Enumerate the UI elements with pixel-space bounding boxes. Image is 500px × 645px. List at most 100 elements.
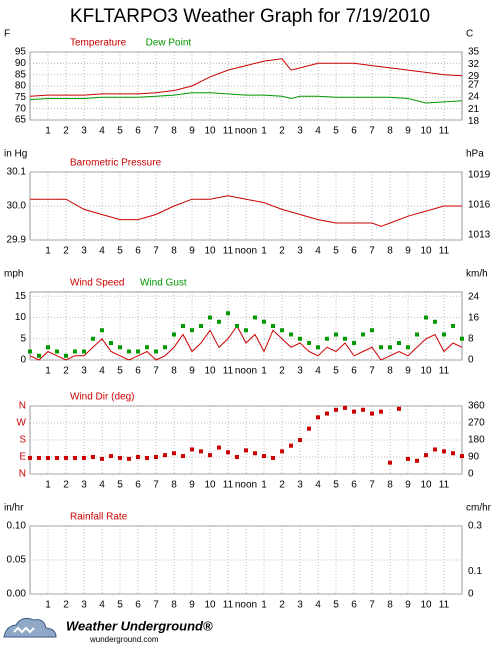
y-tick-label: 90 <box>15 58 27 69</box>
x-tick-label: 11 <box>223 480 234 491</box>
x-tick-label: 7 <box>153 126 159 137</box>
x-tick-label: 7 <box>153 366 159 377</box>
series-point <box>181 454 185 459</box>
series-point <box>325 411 329 416</box>
series-point <box>28 455 32 460</box>
x-tick-label: 5 <box>333 480 339 491</box>
series-point <box>64 353 68 358</box>
x-tick-label: 6 <box>351 600 357 611</box>
series-point <box>397 406 401 411</box>
y2-tick-label: 1019 <box>468 170 491 181</box>
series-point <box>208 453 212 458</box>
x-tick-label: 1 <box>45 366 51 377</box>
series-point <box>460 454 464 459</box>
y-tick-label: 29.9 <box>7 235 27 246</box>
series-point <box>388 460 392 465</box>
x-tick-label: 10 <box>420 246 432 257</box>
y2-tick-label: 35 <box>468 47 480 58</box>
x-tick-label: 2 <box>63 480 69 491</box>
x-tick-label: 7 <box>369 600 375 611</box>
brand: Weather Underground® <box>66 618 213 633</box>
series-point <box>343 405 347 410</box>
x-tick-label: 6 <box>135 480 141 491</box>
x-tick-label: 6 <box>351 126 357 137</box>
series-point <box>127 349 131 354</box>
series-point <box>226 311 230 316</box>
x-tick-label: 7 <box>369 246 375 257</box>
legend-label: Barometric Pressure <box>70 158 162 169</box>
y-tick-label: 70 <box>15 103 27 114</box>
x-tick-label: 3 <box>81 246 87 257</box>
x-tick-label: 4 <box>99 246 105 257</box>
x-tick-label: 4 <box>99 366 105 377</box>
x-tick-label: 1 <box>261 126 267 137</box>
x-tick-label: 4 <box>99 480 105 491</box>
y2-tick-label: 1013 <box>468 230 491 241</box>
series-point <box>298 438 302 442</box>
series-point <box>262 454 266 459</box>
site: wunderground.com <box>89 635 159 644</box>
series-point <box>64 455 68 460</box>
series-point <box>280 328 284 333</box>
series-point <box>451 451 455 456</box>
series-point <box>55 455 59 460</box>
x-tick-label: 11 <box>223 366 234 377</box>
x-tick-label: 6 <box>135 366 141 377</box>
y2-tick-label: 29 <box>468 71 480 82</box>
legend-label: Rainfall Rate <box>70 512 128 523</box>
y-tick-label: 0 <box>20 355 26 366</box>
series-point <box>253 315 257 320</box>
x-tick-label: 4 <box>315 480 321 491</box>
series-point <box>46 455 50 460</box>
series-point <box>190 328 194 333</box>
y-tick-label: 5 <box>20 333 26 344</box>
y-tick-label: 10 <box>15 312 27 323</box>
y2-axis-label: C <box>466 29 473 40</box>
x-tick-label: 3 <box>297 600 303 611</box>
x-tick-label: 11 <box>223 246 234 257</box>
y-axis-label: mph <box>4 269 23 280</box>
y-tick-label: 95 <box>15 47 27 58</box>
series-point <box>118 455 122 460</box>
series-point <box>172 332 176 337</box>
series-point <box>289 332 293 337</box>
series-line <box>29 58 463 97</box>
x-tick-label: 10 <box>204 366 216 377</box>
y2-tick-label: 0 <box>468 355 474 366</box>
y2-tick-label: 360 <box>468 401 485 412</box>
series-point <box>100 328 104 333</box>
series-point <box>199 324 203 328</box>
x-tick-label: 8 <box>387 480 393 491</box>
series-point <box>37 455 41 460</box>
series-point <box>235 455 239 459</box>
x-tick-label: 5 <box>117 366 123 377</box>
series-point <box>208 315 212 320</box>
x-tick-label: 5 <box>117 126 123 137</box>
x-tick-label: 9 <box>189 246 195 257</box>
x-tick-label: 4 <box>315 366 321 377</box>
series-point <box>199 449 203 454</box>
series-point <box>145 455 149 460</box>
x-tick-label: 3 <box>81 600 87 611</box>
x-tick-label: 1 <box>261 480 267 491</box>
series-point <box>271 324 275 328</box>
series-point <box>28 349 32 354</box>
series-point <box>397 341 401 345</box>
y-tick-label: 30.0 <box>7 201 27 212</box>
y2-tick-label: 32 <box>468 59 480 70</box>
series-point <box>406 345 410 350</box>
series-point <box>244 448 248 453</box>
y-tick-label: N <box>19 469 26 480</box>
series-point <box>415 458 419 463</box>
x-tick-label: 10 <box>420 366 432 377</box>
y2-tick-label: 27 <box>468 79 480 90</box>
series-point <box>37 353 41 358</box>
x-tick-label: 11 <box>439 366 450 377</box>
series-point <box>109 341 113 345</box>
series-point <box>433 319 437 324</box>
x-tick-label: 4 <box>99 126 105 137</box>
y-axis-label: F <box>4 29 10 40</box>
series-line <box>29 92 463 104</box>
x-tick-label: 2 <box>279 366 285 377</box>
series-point <box>100 456 104 461</box>
